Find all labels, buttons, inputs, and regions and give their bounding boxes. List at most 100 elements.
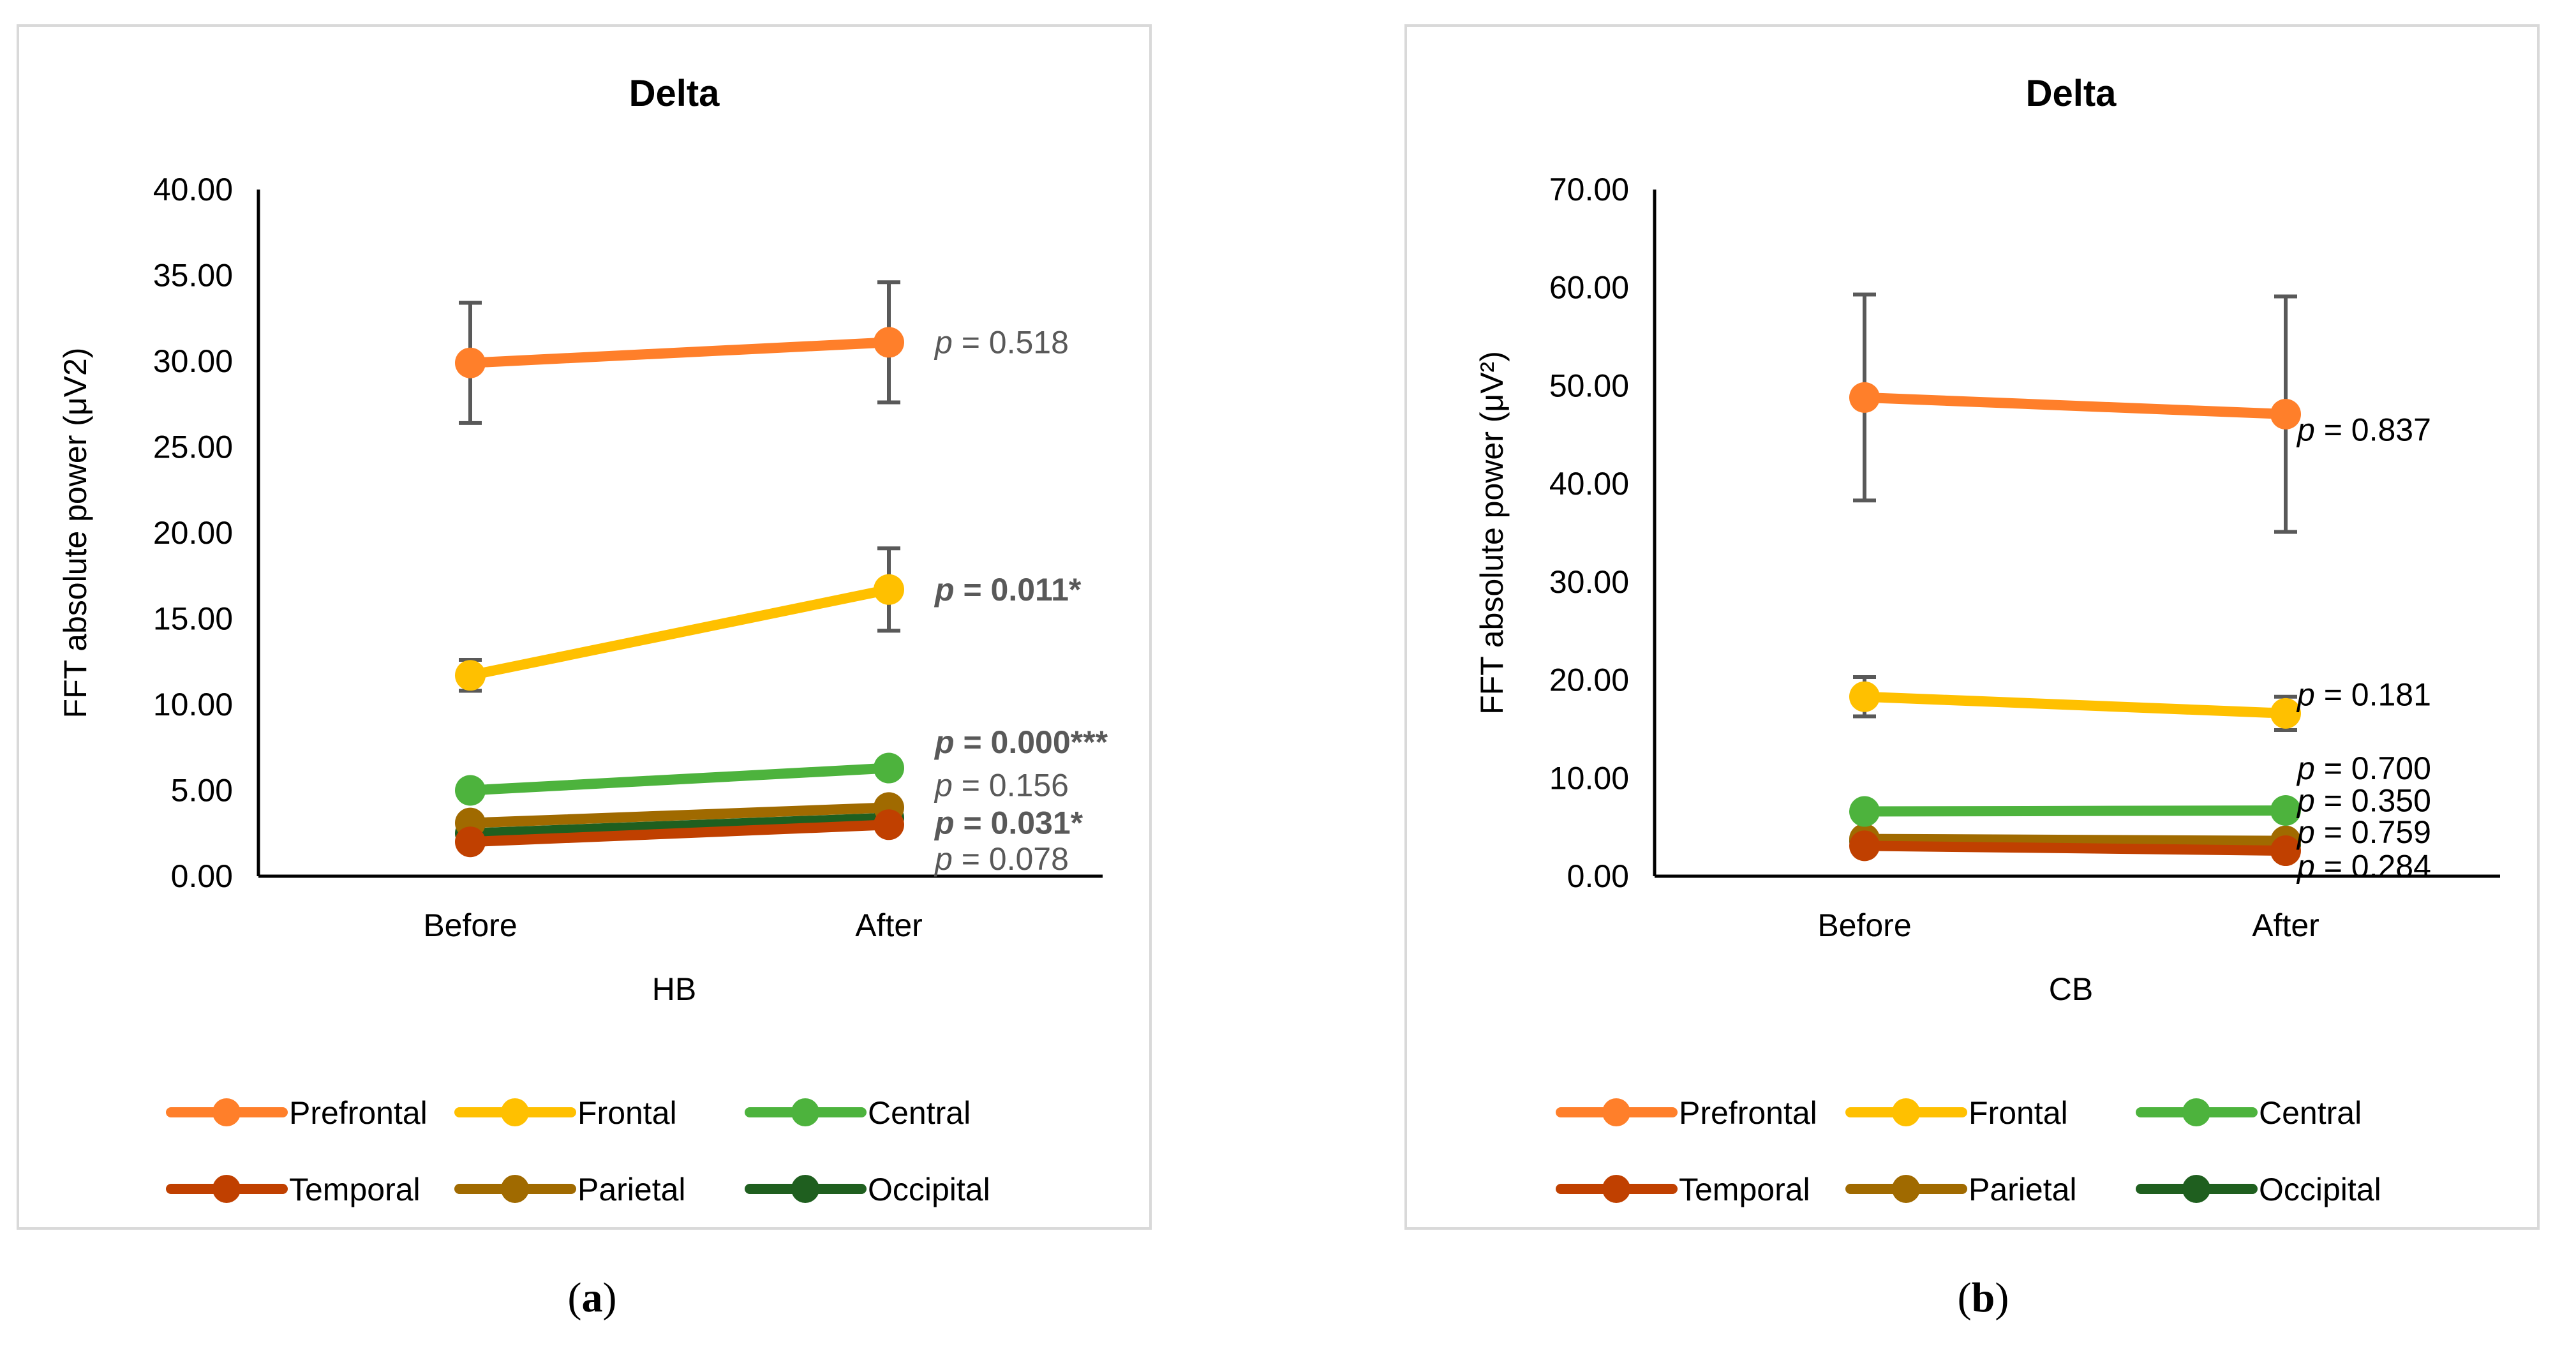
y-tick-label: 40.00 <box>1549 466 1629 502</box>
data-point-central <box>2270 795 2301 826</box>
legend-item-central: Central <box>745 1095 971 1131</box>
panel-a: Delta 0.00 5.00 10.00 15.00 20.00 25.00 30.00 35… <box>17 24 1152 1321</box>
p-value-annotation: p = 0.350 <box>2296 783 2431 819</box>
legend-item-frontal: Frontal <box>1845 1095 2068 1131</box>
legend-swatch-marker <box>791 1175 819 1203</box>
x-axis-title: CB <box>2049 971 2093 1007</box>
y-tick-label: 30.00 <box>1549 564 1629 600</box>
legend-label: Parietal <box>577 1172 686 1207</box>
legend-item-occipital: Occipital <box>2136 1172 2381 1207</box>
legend-label: Temporal <box>1679 1172 1810 1207</box>
x-tick-label: Before <box>423 907 517 943</box>
y-tick-label: 30.00 <box>153 343 233 379</box>
chart-frame <box>1404 24 2540 1230</box>
data-point-frontal <box>874 574 904 605</box>
legend-swatch-marker <box>1892 1098 1920 1126</box>
legend-label: Prefrontal <box>289 1095 428 1131</box>
p-value-annotation: p = 0.181 <box>2296 677 2431 713</box>
chart-title: Delta <box>2026 73 2117 114</box>
p-value-annotation: p = 0.031* <box>934 805 1083 841</box>
legend-label: Frontal <box>1969 1095 2068 1131</box>
legend-item-temporal: Temporal <box>166 1172 421 1207</box>
y-tick-label: 20.00 <box>1549 662 1629 698</box>
series-line-parietal <box>1859 833 2291 846</box>
legend-label: Occipital <box>2259 1172 2381 1207</box>
data-point-central <box>1849 796 1880 827</box>
legend-item-temporal: Temporal <box>1556 1172 1810 1207</box>
data-point-prefrontal <box>874 327 904 358</box>
legend-item-occipital: Occipital <box>745 1172 990 1207</box>
legend-swatch-marker <box>501 1175 529 1203</box>
p-value-annotation: p = 0.156 <box>934 767 1069 803</box>
legend-label: Parietal <box>1969 1172 2077 1207</box>
data-point-temporal <box>874 809 904 840</box>
data-point-prefrontal <box>455 347 486 378</box>
legend-swatch-marker <box>1602 1175 1630 1203</box>
p-value-annotation: p = 0.700 <box>2296 750 2431 786</box>
legend-swatch-marker <box>791 1098 819 1126</box>
y-tick-label: 15.00 <box>153 601 233 637</box>
data-point-prefrontal <box>1849 382 1880 413</box>
data-point-central <box>874 752 904 784</box>
p-value-annotation: p = 0.759 <box>2296 814 2431 850</box>
y-tick-label: 40.00 <box>153 172 233 207</box>
data-point-central <box>455 775 486 806</box>
legend-label: Prefrontal <box>1679 1095 1817 1131</box>
y-tick-label: 50.00 <box>1549 368 1629 403</box>
legend-swatch-marker <box>2182 1175 2210 1203</box>
legend-item-parietal: Parietal <box>1845 1172 2077 1207</box>
series-line-frontal <box>465 584 894 681</box>
series-line-temporal <box>1859 840 2291 856</box>
legend-item-prefrontal: Prefrontal <box>166 1095 428 1131</box>
data-point-prefrontal <box>2270 399 2301 430</box>
y-tick-label: 70.00 <box>1549 172 1629 207</box>
legend-item-parietal: Parietal <box>454 1172 686 1207</box>
legend-swatch-marker <box>1602 1098 1630 1126</box>
panel-b: Delta 0.00 10.00 20.00 30.00 40.00 50.00 60.00 7… <box>1404 24 2540 1321</box>
data-point-temporal <box>455 826 486 858</box>
series-line-central <box>465 763 894 796</box>
chart-title: Delta <box>629 73 720 114</box>
panel-caption: (b) <box>1958 1274 2009 1321</box>
data-point-frontal <box>455 660 486 691</box>
series-line-prefrontal <box>1859 392 2291 420</box>
data-point-frontal <box>2270 698 2301 729</box>
legend-swatch-marker <box>1892 1175 1920 1203</box>
legend-swatch-marker <box>2182 1098 2210 1126</box>
legend-label: Frontal <box>577 1095 677 1131</box>
y-tick-label: 60.00 <box>1549 270 1629 306</box>
y-tick-label: 0.00 <box>171 858 233 894</box>
data-point-frontal <box>1849 681 1880 712</box>
x-tick-label: After <box>855 907 923 943</box>
series-line-prefrontal <box>465 337 894 368</box>
p-value-annotation: p = 0.518 <box>934 324 1069 360</box>
p-value-annotation: p = 0.011* <box>934 572 1082 608</box>
y-tick-label: 0.00 <box>1567 858 1629 894</box>
data-point-temporal <box>2270 835 2301 867</box>
x-axis-title: HB <box>652 971 696 1007</box>
p-value-annotation: p = 0.284 <box>2296 849 2431 884</box>
series-line-frontal <box>1859 691 2291 719</box>
p-value-annotation: p = 0.078 <box>934 841 1069 877</box>
series-line-parietal <box>465 802 894 828</box>
y-tick-label: 20.00 <box>153 515 233 551</box>
series-line-occipital <box>465 812 894 839</box>
series-line-temporal <box>465 819 894 847</box>
y-axis-title: FFT absolute power (μV²) <box>1474 351 1510 715</box>
y-tick-label: 35.00 <box>153 258 233 294</box>
p-value-annotation: p = 0.000*** <box>934 724 1108 760</box>
legend-swatch-marker <box>212 1098 241 1126</box>
x-tick-label: Before <box>1817 907 1911 943</box>
y-tick-label: 25.00 <box>153 429 233 465</box>
legend-label: Central <box>868 1095 971 1131</box>
y-tick-label: 10.00 <box>153 687 233 722</box>
y-tick-label: 5.00 <box>171 773 233 809</box>
data-point-temporal <box>1849 830 1880 862</box>
series-line-central <box>1859 805 2291 817</box>
panel-caption: (a) <box>568 1274 617 1321</box>
legend-swatch-marker <box>501 1098 529 1126</box>
y-axis-title: FFT absolute power (μV2) <box>57 348 93 719</box>
p-value-annotation: p = 0.837 <box>2296 412 2431 448</box>
legend-item-central: Central <box>2136 1095 2362 1131</box>
